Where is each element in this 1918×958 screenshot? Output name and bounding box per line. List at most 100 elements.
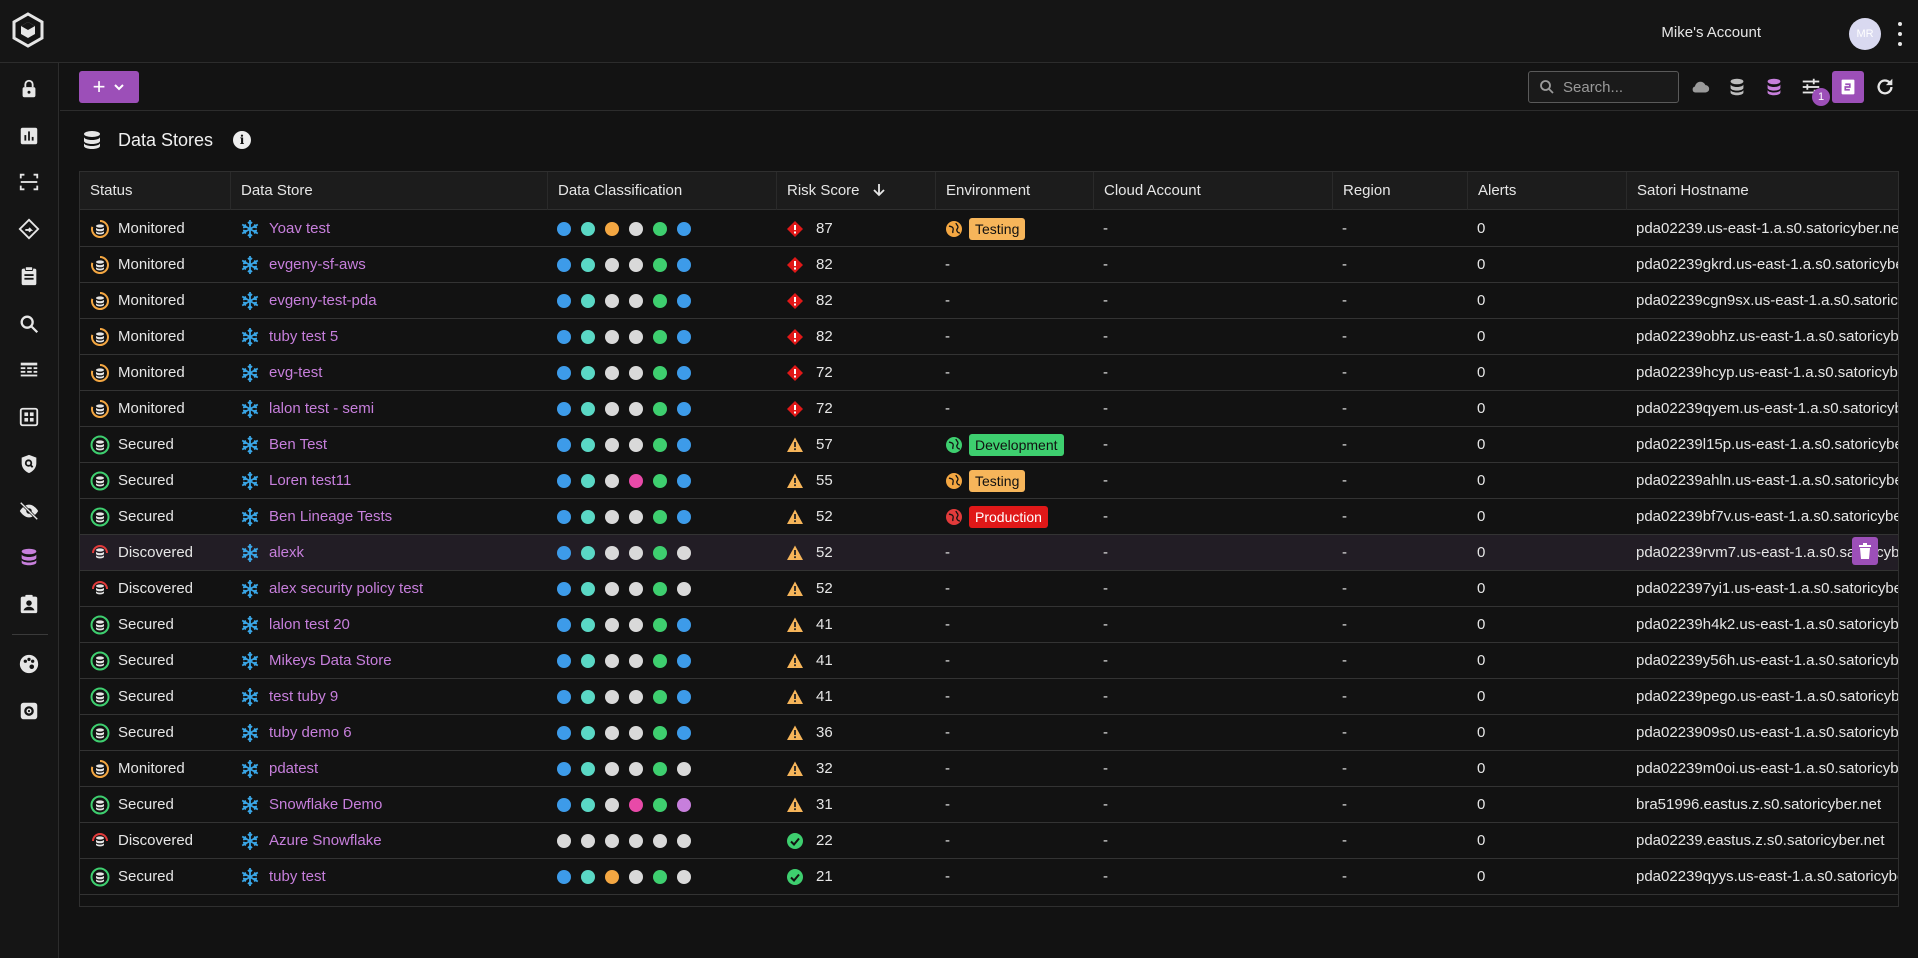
datastore-link[interactable]: Loren test11 [269, 472, 352, 489]
scan-icon[interactable] [18, 171, 42, 195]
account-name[interactable]: Mike's Account [1661, 24, 1761, 41]
delete-button[interactable] [1852, 537, 1878, 565]
classification-dots[interactable] [547, 293, 691, 308]
column-header-status[interactable]: Status [90, 182, 133, 199]
search-icon[interactable] [18, 313, 42, 337]
column-header-satori-hostname[interactable]: Satori Hostname [1626, 172, 1898, 210]
datastore-link[interactable]: evgeny-test-pda [269, 292, 377, 309]
table-row[interactable]: Monitored evg-test 72 - - - 0 pda02239hcyp.us-e… [80, 355, 1898, 391]
table-row[interactable]: Monitored evgeny-sf-aws 82 - - - 0 pda02239gkrd… [80, 247, 1898, 283]
datastore-link[interactable]: Azure Snowflake [269, 832, 382, 849]
cloud-filter-button[interactable] [1684, 71, 1716, 103]
lock-icon[interactable] [18, 78, 42, 102]
eye-off-icon[interactable] [18, 500, 42, 524]
add-button[interactable]: + [79, 71, 139, 103]
search-field[interactable] [1528, 71, 1679, 103]
classification-dot [677, 329, 691, 344]
classification-dots[interactable] [547, 833, 691, 848]
clipboard-icon[interactable] [18, 265, 42, 289]
column-header-alerts[interactable]: Alerts [1467, 172, 1626, 210]
table-row[interactable]: Secured Ben Lineage Tests 52 Production - - 0 p… [80, 499, 1898, 535]
chart-icon[interactable] [18, 125, 42, 149]
table-row[interactable]: Monitored evgeny-test-pda 82 - - - 0 pda02239cg… [80, 283, 1898, 319]
classification-dots[interactable] [547, 581, 691, 596]
classification-cell [547, 679, 776, 714]
classification-dots[interactable] [547, 797, 691, 812]
table-row[interactable]: Secured Mikeys Data Store 41 - - - 0 pda02239y5… [80, 643, 1898, 679]
database-icon[interactable] [18, 546, 42, 570]
table-row[interactable]: Secured tuby test 21 - - - 0 pda02239qyys.us-ea… [80, 859, 1898, 895]
datastore-view-button[interactable] [1758, 71, 1790, 103]
classification-dots[interactable] [547, 869, 691, 884]
table-row[interactable]: Monitored tuby test 5 82 - - - 0 pda02239obhz.u… [80, 319, 1898, 355]
datastore-link[interactable]: evgeny-sf-aws [269, 256, 366, 273]
column-header-environment[interactable]: Environment [935, 172, 1093, 210]
datastore-link[interactable]: tuby test 5 [269, 328, 339, 345]
table-row[interactable]: Discovered Azure Snowflake 22 - - - 0 pda02239.… [80, 823, 1898, 859]
datastore-link[interactable]: tuby demo 6 [269, 724, 352, 741]
datastore-link[interactable]: test tuby 9 [269, 688, 339, 705]
region-cell: - [1332, 751, 1467, 786]
classification-dots[interactable] [547, 653, 691, 668]
column-header-region[interactable]: Region [1332, 172, 1467, 210]
classification-dots[interactable] [547, 617, 691, 632]
datastore-link[interactable]: lalon test - semi [269, 400, 375, 417]
classification-dots[interactable] [547, 509, 691, 524]
table-row[interactable]: Secured Snowflake Demo 31 - - - 0 bra51996.east… [80, 787, 1898, 823]
layout-toggle-button[interactable] [1832, 71, 1864, 103]
classification-dots[interactable] [547, 401, 691, 416]
classification-dots[interactable] [547, 761, 691, 776]
classification-dots[interactable] [547, 689, 691, 704]
database-filter-button[interactable] [1721, 71, 1753, 103]
datastore-link[interactable]: Yoav test [269, 220, 331, 237]
datastore-link[interactable]: Mikeys Data Store [269, 652, 392, 669]
classification-dots[interactable] [547, 257, 691, 272]
table-row[interactable]: Secured lalon test 20 41 - - - 0 pda02239h4k2.u… [80, 607, 1898, 643]
datastore-link[interactable]: alexk [269, 544, 305, 561]
table-row[interactable]: Monitored lalon test - semi 72 - - - 0 pda02239… [80, 391, 1898, 427]
datastore-link[interactable]: alex security policy test [269, 580, 424, 597]
info-icon[interactable]: i [233, 131, 252, 149]
column-header-risk-score[interactable]: Risk Score [776, 172, 935, 210]
hostname-value: pda02239ahln.us-east-1.a.s0.satoricyber.… [1636, 472, 1898, 489]
column-header-data-classification[interactable]: Data Classification [547, 172, 776, 210]
table-row[interactable]: Discovered alexk 52 - - - 0 pda02239rvm7.us-eas… [80, 535, 1898, 571]
more-menu-icon[interactable] [1895, 22, 1905, 46]
classification-dots[interactable] [547, 725, 691, 740]
datastore-link[interactable]: pdatest [269, 760, 319, 777]
badge-icon[interactable] [18, 593, 42, 617]
shield-search-icon[interactable] [18, 453, 42, 477]
sort-arrow-down-icon[interactable] [872, 183, 886, 197]
table-row[interactable]: Secured tuby demo 6 36 - - - 0 pda0223909s0.us-… [80, 715, 1898, 751]
datastore-link[interactable]: Ben Test [269, 436, 328, 453]
table-row[interactable]: Monitored pdatest 32 - - - 0 pda02239m0oi.us-ea… [80, 751, 1898, 787]
classification-dots[interactable] [547, 329, 691, 344]
avatar[interactable]: MR [1849, 18, 1881, 50]
search-input[interactable] [1563, 78, 1673, 96]
table-row[interactable]: Monitored Yoav test 87 Testing - - 0 pda02239.u… [80, 211, 1898, 247]
classification-dots[interactable] [547, 437, 691, 452]
table-row[interactable]: Discovered alex security policy test 52 - - -… [80, 571, 1898, 607]
datastore-link[interactable]: Ben Lineage Tests [269, 508, 393, 525]
column-header-cloud-account[interactable]: Cloud Account [1093, 172, 1332, 210]
table-row[interactable]: Secured test tuby 9 41 - - - 0 pda02239pego.us-… [80, 679, 1898, 715]
diamond-arrow-icon[interactable] [18, 218, 42, 242]
datastore-link[interactable]: Snowflake Demo [269, 796, 383, 813]
palette-icon[interactable] [18, 653, 42, 677]
classification-dots[interactable] [547, 545, 691, 560]
classification-dots[interactable] [547, 473, 691, 488]
table-row[interactable]: Secured Loren test11 55 Testing - - 0 pda02239a… [80, 463, 1898, 499]
refresh-button[interactable] [1869, 71, 1901, 103]
column-header-data-store[interactable]: Data Store [230, 172, 547, 210]
table-row[interactable]: Secured Ben Test 57 Development - - 0 pda02239l… [80, 427, 1898, 463]
datastore-link[interactable]: tuby test [269, 868, 326, 885]
datastore-link[interactable]: lalon test 20 [269, 616, 350, 633]
datastore-link[interactable]: evg-test [269, 364, 323, 381]
classification-dots[interactable] [547, 221, 691, 236]
grid-icon[interactable] [18, 406, 42, 430]
satori-logo-icon[interactable] [10, 12, 46, 48]
classification-dots[interactable] [547, 365, 691, 380]
settings-icon[interactable] [18, 700, 42, 724]
risk-score-value: 41 [816, 688, 833, 705]
table-icon[interactable] [18, 359, 42, 383]
